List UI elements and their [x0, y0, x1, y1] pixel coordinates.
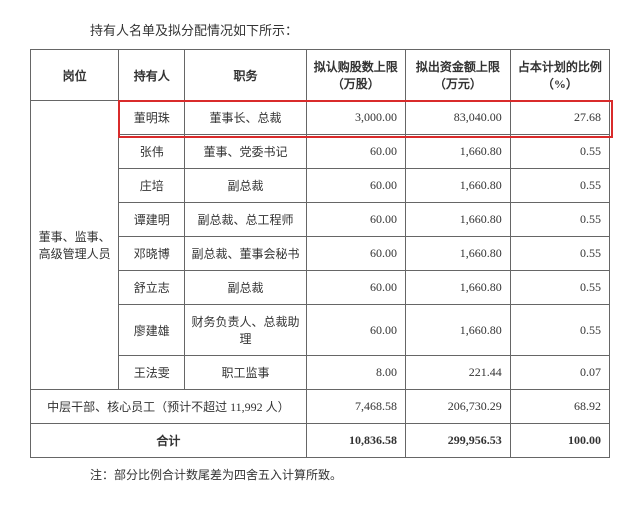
shares-cell: 3,000.00 [306, 101, 405, 135]
holder-cell: 王法雯 [119, 356, 185, 390]
total-ratio: 100.00 [510, 424, 609, 458]
ratio-cell: 0.55 [510, 135, 609, 169]
holder-cell: 廖建雄 [119, 305, 185, 356]
holder-cell: 张伟 [119, 135, 185, 169]
shares-cell: 60.00 [306, 135, 405, 169]
col-shares: 拟认购股数上限（万股） [306, 50, 405, 101]
holder-cell: 谭建明 [119, 203, 185, 237]
amount-cell: 1,660.80 [405, 305, 510, 356]
amount-cell: 1,660.80 [405, 237, 510, 271]
position-cell: 职工监事 [185, 356, 306, 390]
amount-cell: 221.44 [405, 356, 510, 390]
shares-cell: 60.00 [306, 271, 405, 305]
group-cell: 董事、监事、高级管理人员 [31, 101, 119, 390]
table-caption: 持有人名单及拟分配情况如下所示： [90, 20, 610, 39]
ratio-cell: 0.55 [510, 237, 609, 271]
mid-row: 中层干部、核心员工（预计不超过 11,992 人）7,468.58206,730… [31, 390, 610, 424]
col-ratio: 占本计划的比例（%） [510, 50, 609, 101]
total-amount: 299,956.53 [405, 424, 510, 458]
ratio-cell: 0.55 [510, 203, 609, 237]
position-cell: 董事长、总裁 [185, 101, 306, 135]
position-cell: 副总裁、董事会秘书 [185, 237, 306, 271]
total-shares: 10,836.58 [306, 424, 405, 458]
ratio-cell: 0.55 [510, 169, 609, 203]
position-cell: 财务负责人、总裁助理 [185, 305, 306, 356]
shares-cell: 60.00 [306, 203, 405, 237]
position-cell: 副总裁、总工程师 [185, 203, 306, 237]
position-cell: 副总裁 [185, 271, 306, 305]
table-wrap: 岗位 持有人 职务 拟认购股数上限（万股） 拟出资金额上限（万元） 占本计划的比… [30, 49, 610, 458]
col-position-group: 岗位 [31, 50, 119, 101]
ratio-cell: 0.07 [510, 356, 609, 390]
ratio-cell: 27.68 [510, 101, 609, 135]
table-row: 董事、监事、高级管理人员董明珠董事长、总裁3,000.0083,040.0027… [31, 101, 610, 135]
footnote: 注：部分比例合计数尾差为四舍五入计算所致。 [90, 466, 610, 483]
shares-cell: 60.00 [306, 169, 405, 203]
header-row: 岗位 持有人 职务 拟认购股数上限（万股） 拟出资金额上限（万元） 占本计划的比… [31, 50, 610, 101]
shares-cell: 60.00 [306, 305, 405, 356]
holder-cell: 董明珠 [119, 101, 185, 135]
mid-label: 中层干部、核心员工（预计不超过 11,992 人） [31, 390, 307, 424]
amount-cell: 1,660.80 [405, 203, 510, 237]
amount-cell: 1,660.80 [405, 169, 510, 203]
col-holder: 持有人 [119, 50, 185, 101]
position-cell: 副总裁 [185, 169, 306, 203]
shares-cell: 60.00 [306, 237, 405, 271]
position-cell: 董事、党委书记 [185, 135, 306, 169]
holder-cell: 邓晓博 [119, 237, 185, 271]
mid-ratio: 68.92 [510, 390, 609, 424]
ratio-cell: 0.55 [510, 271, 609, 305]
amount-cell: 83,040.00 [405, 101, 510, 135]
total-row: 合计10,836.58299,956.53100.00 [31, 424, 610, 458]
amount-cell: 1,660.80 [405, 271, 510, 305]
shares-cell: 8.00 [306, 356, 405, 390]
mid-amount: 206,730.29 [405, 390, 510, 424]
holder-cell: 庄培 [119, 169, 185, 203]
allocation-table: 岗位 持有人 职务 拟认购股数上限（万股） 拟出资金额上限（万元） 占本计划的比… [30, 49, 610, 458]
col-position: 职务 [185, 50, 306, 101]
holder-cell: 舒立志 [119, 271, 185, 305]
mid-shares: 7,468.58 [306, 390, 405, 424]
total-label: 合计 [31, 424, 307, 458]
amount-cell: 1,660.80 [405, 135, 510, 169]
col-amount: 拟出资金额上限（万元） [405, 50, 510, 101]
ratio-cell: 0.55 [510, 305, 609, 356]
